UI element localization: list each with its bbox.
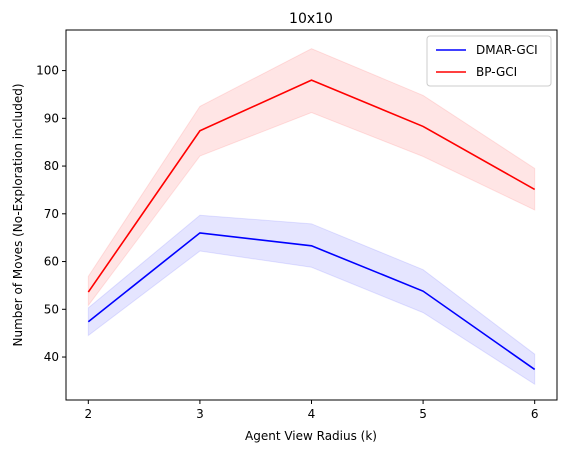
legend: DMAR-GCI BP-GCI [426, 35, 552, 87]
y-tick-label: 70 [44, 207, 59, 221]
y-tick-label: 100 [36, 64, 59, 78]
band-series-1 [87, 48, 536, 307]
x-tick-label: 4 [308, 407, 316, 421]
x-tick-label: 6 [531, 407, 539, 421]
y-tick-label: 50 [44, 302, 59, 316]
x-tick-label: 2 [84, 407, 92, 421]
y-tick-label: 60 [44, 255, 59, 269]
confidence-bands [87, 48, 536, 386]
y-tick-label: 80 [44, 159, 59, 173]
x-axis-label: Agent View Radius (k) [245, 429, 377, 443]
chart-title: 10x10 [289, 11, 333, 27]
line-series-0 [87, 232, 536, 371]
x-tick-label: 5 [419, 407, 427, 421]
line-series-1 [87, 79, 536, 293]
band-series-0 [87, 214, 536, 386]
legend-label: DMAR-GCI [476, 43, 538, 57]
y-tick-label: 40 [44, 350, 59, 364]
legend-box [426, 35, 552, 87]
y-tick-label: 90 [44, 111, 59, 125]
y-axis-label: Number of Moves (No-Exploration included… [11, 83, 25, 346]
series-lines [87, 79, 536, 371]
x-axis-ticks: 2 3 4 5 6 [84, 400, 539, 421]
y-axis-ticks: 40 50 60 70 80 90 100 [36, 64, 66, 364]
x-tick-label: 3 [196, 407, 204, 421]
legend-label: BP-GCI [476, 65, 517, 79]
